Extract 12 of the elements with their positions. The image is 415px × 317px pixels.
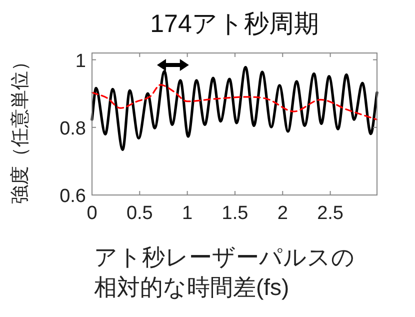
chart-title: 174アト秒周期: [150, 10, 319, 38]
x-tick-label: 0.5: [126, 203, 153, 224]
x-tick-label: 2.5: [317, 203, 344, 224]
x-tick-label: 1.5: [222, 203, 248, 224]
x-tick-label: 1: [182, 203, 193, 224]
x-axis-title: アト秒レーザーパルスの相対的な時間差(fs): [94, 244, 355, 300]
x-tick-label: 2: [277, 203, 288, 224]
y-axis-title: 強度（任意単位）: [9, 52, 31, 204]
y-tick-label: 0.8: [60, 118, 86, 140]
y-tick-label: 1: [75, 50, 86, 72]
x-tick-label: 0: [86, 203, 98, 224]
y-tick-label: 0.6: [60, 186, 86, 207]
